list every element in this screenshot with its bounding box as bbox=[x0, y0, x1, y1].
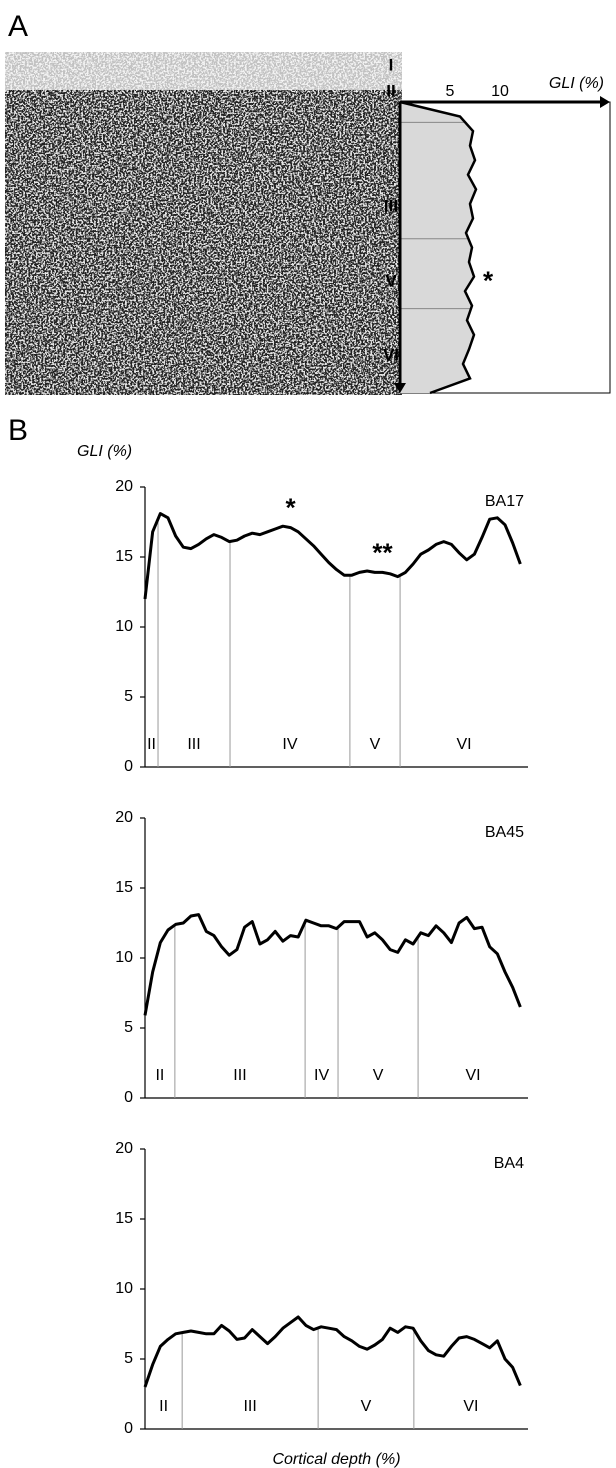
layer-label: V bbox=[361, 1398, 372, 1415]
y-tick-label: 5 bbox=[124, 1019, 133, 1036]
y-axis-label: GLI (%) bbox=[77, 443, 132, 460]
layer-label: II bbox=[147, 736, 156, 753]
y-tick-label: 0 bbox=[124, 1089, 133, 1106]
y-tick-label: 10 bbox=[115, 618, 133, 635]
chart-title: BA45 bbox=[485, 824, 524, 841]
annotation: ** bbox=[372, 537, 393, 567]
figure: A B 510GLI (%)IIIIIIVVI*05101520IIIIIIVV… bbox=[0, 0, 616, 1468]
layer-label: V bbox=[373, 1067, 384, 1084]
y-tick-label: 15 bbox=[115, 879, 133, 896]
y-tick-label: 10 bbox=[115, 1280, 133, 1297]
chart-title: BA17 bbox=[485, 493, 524, 510]
layer-label: IV bbox=[282, 736, 297, 753]
panel-label: B bbox=[8, 414, 28, 447]
layer-label: V bbox=[370, 736, 381, 753]
layer-label: II bbox=[386, 81, 395, 100]
annotation: * bbox=[285, 492, 296, 522]
data-line bbox=[145, 915, 520, 1016]
area-fill bbox=[400, 102, 476, 393]
y-tick-label: 0 bbox=[124, 1420, 133, 1437]
y-tick-label: 20 bbox=[115, 809, 133, 826]
micrograph bbox=[5, 52, 402, 395]
y-tick-label: 10 bbox=[115, 949, 133, 966]
layer-label: III bbox=[233, 1067, 246, 1084]
layer-label: III bbox=[384, 196, 398, 215]
layer-label: III bbox=[187, 736, 200, 753]
y-tick-label: 15 bbox=[115, 548, 133, 565]
x-tick-label: 5 bbox=[446, 83, 455, 100]
layer-label: VI bbox=[383, 345, 399, 364]
layer-label: II bbox=[155, 1067, 164, 1084]
layer-label: V bbox=[385, 271, 397, 290]
y-tick-label: 20 bbox=[115, 1140, 133, 1157]
x-axis-label: GLI (%) bbox=[549, 75, 604, 92]
x-axis-label: Cortical depth (%) bbox=[272, 1451, 400, 1468]
y-tick-label: 0 bbox=[124, 758, 133, 775]
panel-label: A bbox=[8, 10, 28, 43]
data-line bbox=[145, 1317, 520, 1387]
layer-label: VI bbox=[456, 736, 471, 753]
layer-label: VI bbox=[465, 1067, 480, 1084]
page: {"panel_labels": ["A", "B"], "chart_data… bbox=[0, 0, 616, 1468]
layer-label: III bbox=[243, 1398, 256, 1415]
y-tick-label: 5 bbox=[124, 1350, 133, 1367]
x-tick-label: 10 bbox=[491, 83, 509, 100]
chart-title: BA4 bbox=[494, 1155, 524, 1172]
data-line bbox=[145, 514, 520, 599]
layer-label: IV bbox=[314, 1067, 329, 1084]
layer-label: II bbox=[159, 1398, 168, 1415]
annotation: * bbox=[483, 265, 494, 295]
y-tick-label: 5 bbox=[124, 688, 133, 705]
y-tick-label: 20 bbox=[115, 478, 133, 495]
layer-label: I bbox=[389, 55, 394, 74]
y-tick-label: 15 bbox=[115, 1210, 133, 1227]
layer-label: VI bbox=[463, 1398, 478, 1415]
